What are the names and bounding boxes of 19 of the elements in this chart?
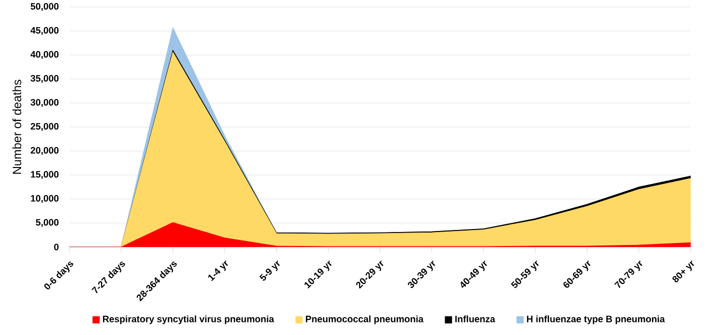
legend-label: H influenzae type B pneumonia (526, 315, 665, 324)
y-tick-label: 20,000 (30, 147, 59, 155)
y-tick-label: 45,000 (30, 27, 59, 35)
y-tick-label: 35,000 (30, 75, 59, 83)
legend-label: Pneumococcal pneumonia (306, 315, 424, 324)
y-tick-label: 30,000 (30, 99, 59, 107)
y-tick-label: 40,000 (30, 51, 59, 59)
y-axis-title: Number of deaths (12, 80, 22, 174)
x-tick-label: 1-4 yr (208, 260, 228, 282)
y-tick-label: 15,000 (30, 171, 59, 179)
y-tick-label: 0 (54, 244, 59, 250)
legend-label: Influenza (455, 315, 496, 322)
legend-label: Respiratory syncytial virus pneumonia (103, 315, 274, 324)
y-tick-label: 5,000 (36, 219, 59, 227)
x-tick-label: 80+ yr (672, 260, 694, 282)
y-tick-label: 10,000 (30, 195, 59, 203)
y-tick-label: 50,000 (30, 3, 59, 11)
x-tick-label: 5-9 yr (259, 260, 280, 281)
y-tick-label: 25,000 (30, 123, 59, 131)
